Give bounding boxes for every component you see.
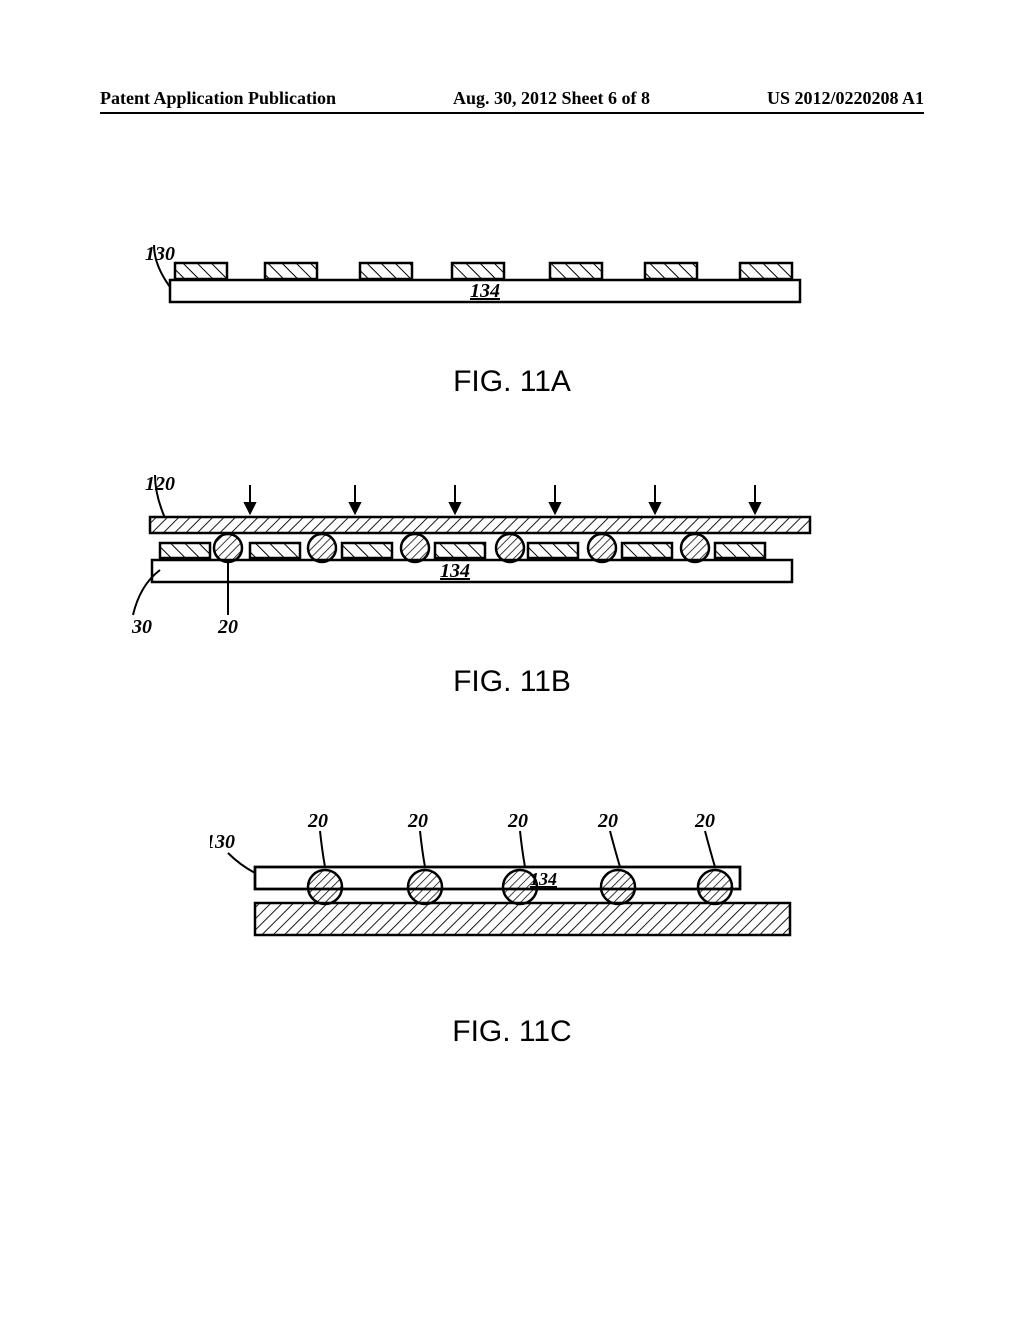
ref-label-120: 120	[145, 473, 175, 496]
fig-caption-a: FIG. 11A	[0, 365, 1024, 399]
header-right: US 2012/0220208 A1	[767, 88, 924, 109]
fig-11b-svg: 134 130 20	[130, 475, 910, 635]
svg-text:20: 20	[407, 810, 428, 832]
ref-134-a: 134	[470, 280, 500, 302]
ref-20-labels-c: 20 20 20 20 20	[307, 810, 715, 867]
spheres-c	[308, 870, 732, 904]
substrate-b	[152, 560, 792, 582]
figure-11a: 130 134 FIG. 11A	[0, 245, 1024, 399]
blocks-spheres-b	[160, 534, 765, 562]
ref-134-b: 134	[440, 560, 470, 582]
ref-label-130-a: 130	[145, 243, 175, 266]
svg-text:20: 20	[597, 810, 618, 832]
header-left: Patent Application Publication	[100, 88, 336, 109]
header-center: Aug. 30, 2012 Sheet 6 of 8	[453, 88, 650, 109]
fig-caption-b: FIG. 11B	[0, 665, 1024, 699]
lower-plate-c	[255, 903, 790, 935]
figure-11b: 120	[0, 475, 1024, 699]
figure-11c: 130 20 20 20 20 20 134 FIG. 11C	[0, 805, 1024, 1049]
ref-130-b: 130	[130, 616, 152, 635]
svg-text:20: 20	[307, 810, 328, 832]
svg-text:20: 20	[694, 810, 715, 832]
fig-11c-svg: 130 20 20 20 20 20 134	[210, 805, 850, 975]
hatched-blocks-a	[175, 263, 792, 279]
page-header: Patent Application Publication Aug. 30, …	[100, 88, 924, 109]
ref-20-b: 20	[217, 616, 238, 635]
arrows-b	[245, 485, 760, 513]
svg-text:20: 20	[507, 810, 528, 832]
ref-130-c: 130	[210, 831, 235, 853]
fig-11a-svg: 134	[150, 245, 920, 325]
fig-caption-c: FIG. 11C	[0, 1015, 1024, 1049]
header-divider	[100, 112, 924, 114]
plate-120	[150, 517, 810, 533]
